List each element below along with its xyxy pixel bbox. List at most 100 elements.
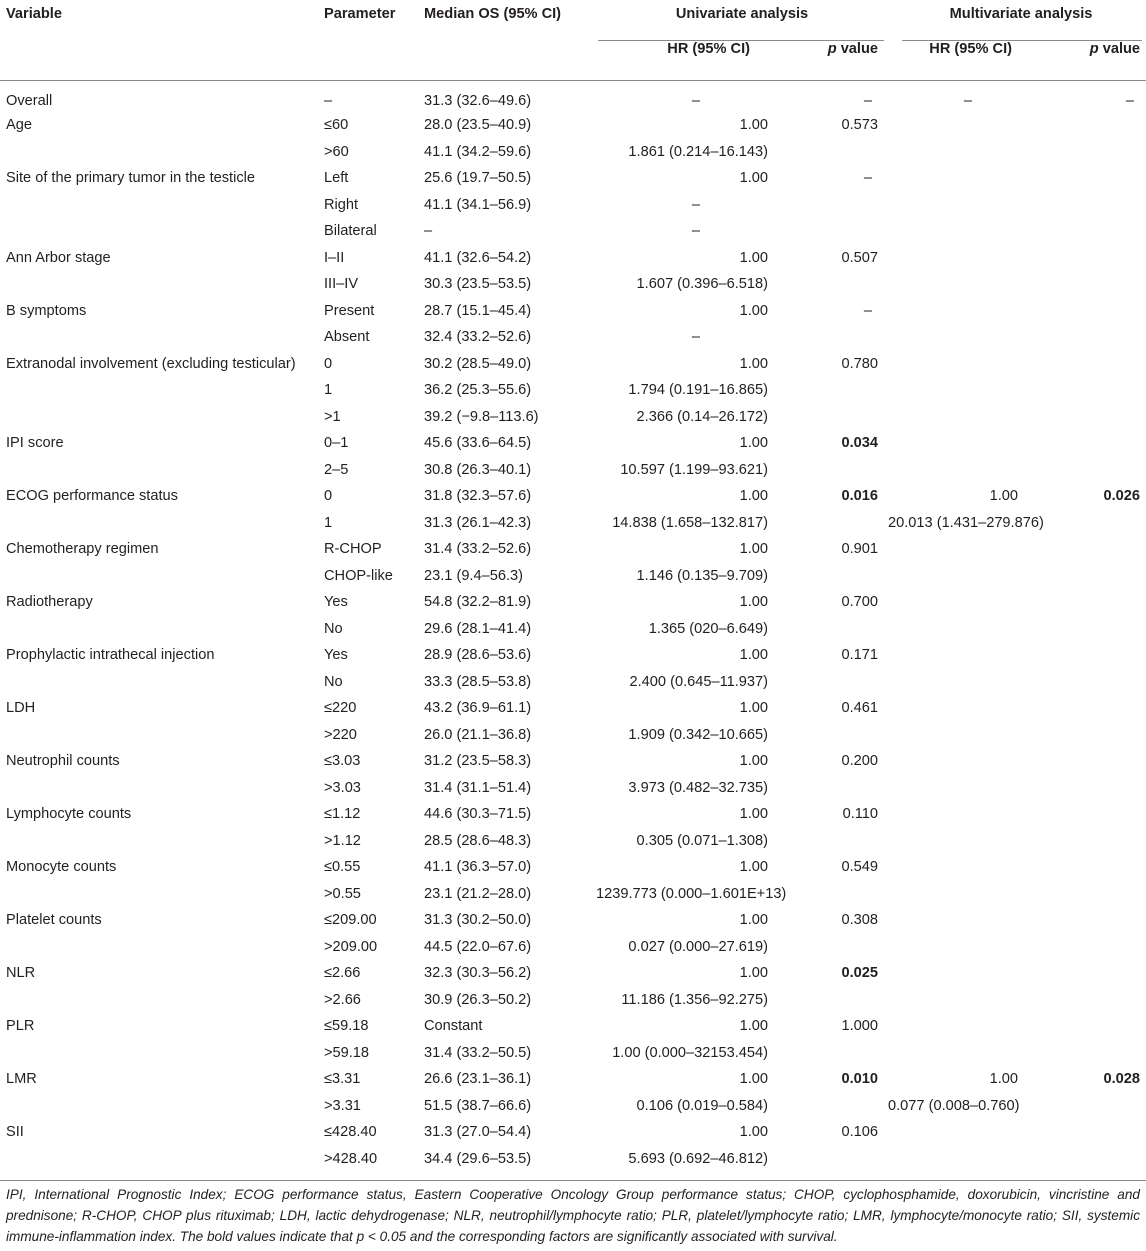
variable-cell: Radiotherapy bbox=[6, 594, 93, 610]
variable-cell bbox=[0, 1146, 320, 1181]
multi-hr-cell bbox=[888, 749, 1048, 776]
multi-hr-cell bbox=[888, 590, 1048, 617]
multi-hr-cell bbox=[888, 537, 1048, 564]
variable-cell: PLR bbox=[6, 1018, 35, 1034]
multi-hr-cell bbox=[888, 166, 1048, 193]
table-footnote: IPI, International Prognostic Index; ECO… bbox=[6, 1187, 1140, 1244]
variable-cell bbox=[0, 829, 320, 856]
uni-p-cell: 0.700 bbox=[841, 594, 879, 610]
variable-cell: Platelet counts bbox=[6, 912, 102, 928]
uni-hr-cell: 1.909 (0.342–10.665) bbox=[628, 726, 768, 743]
variable-cell bbox=[0, 405, 320, 432]
multi-p-cell bbox=[1048, 776, 1146, 803]
variable-cell bbox=[0, 272, 320, 299]
multi-p-cell bbox=[1048, 352, 1146, 379]
p-italic: p bbox=[1089, 41, 1099, 57]
median-os-cell: 23.1 (21.2–28.0) bbox=[424, 885, 532, 902]
multi-p-cell bbox=[1048, 696, 1146, 723]
table-row: >428.40 34.4 (29.6–53.5) 5.693 (0.692–46.8… bbox=[0, 1146, 1146, 1181]
uni-p-cell bbox=[786, 988, 888, 1015]
uni-p-cell bbox=[786, 935, 888, 962]
uni-p-cell bbox=[786, 325, 888, 352]
parameter-cell: >1.12 bbox=[324, 832, 361, 849]
multi-p-cell bbox=[1048, 1041, 1146, 1068]
parameter-cell: ≤220 bbox=[324, 700, 357, 716]
median-os-cell: 29.6 (28.1–41.4) bbox=[424, 620, 532, 637]
multi-hr-cell: 1.00 bbox=[989, 1071, 1019, 1087]
parameter-cell: ≤2.66 bbox=[324, 965, 361, 981]
variable-cell: Extranodal involvement (excluding testic… bbox=[6, 355, 296, 372]
uni-hr-cell: 1.00 bbox=[739, 488, 768, 504]
multi-p-cell bbox=[1048, 140, 1146, 167]
multi-p-cell bbox=[1048, 749, 1146, 776]
parameter-cell: Present bbox=[324, 302, 375, 319]
parameter-cell: ≤209.00 bbox=[324, 912, 377, 928]
header-variable: Variable bbox=[6, 6, 62, 22]
multi-hr-cell bbox=[888, 378, 1048, 405]
multi-hr-cell bbox=[888, 882, 1048, 909]
uni-hr-cell: 11.186 (1.356–92.275) bbox=[621, 991, 768, 1008]
table-row: 2–5 30.8 (26.3–40.1) 10.597 (1.199–93.621) bbox=[0, 458, 1146, 485]
variable-cell bbox=[0, 776, 320, 803]
parameter-cell: ≤1.12 bbox=[324, 806, 361, 822]
multi-hr-cell bbox=[888, 1041, 1048, 1068]
uni-p-cell bbox=[786, 378, 888, 405]
uni-p-cell: – bbox=[863, 170, 873, 186]
uni-hr-cell: 1.861 (0.214–16.143) bbox=[628, 143, 768, 160]
uni-p-cell bbox=[786, 829, 888, 856]
variable-cell bbox=[0, 325, 320, 352]
table-row: Platelet counts ≤209.00 31.3 (30.2–50.0) 1.… bbox=[0, 908, 1146, 935]
multi-p-cell bbox=[1048, 617, 1146, 644]
uni-p-cell bbox=[786, 882, 888, 909]
multi-hr-cell bbox=[888, 643, 1048, 670]
uni-hr-cell: 1.00 bbox=[739, 859, 768, 875]
median-os-cell: 30.8 (26.3–40.1) bbox=[424, 461, 532, 478]
table-row: 1 36.2 (25.3–55.6) 1.794 (0.191–16.865) bbox=[0, 378, 1146, 405]
uni-hr-cell: 1239.773 (0.000–1.601E+13) bbox=[596, 885, 787, 902]
table-row: Prophylactic intrathecal injection Yes 28.… bbox=[0, 643, 1146, 670]
multi-p-cell bbox=[1048, 193, 1146, 220]
uni-hr-cell: 1.365 (020–6.649) bbox=[648, 620, 768, 637]
parameter-cell: >3.03 bbox=[324, 779, 361, 796]
table-row: >60 41.1 (34.2–59.6) 1.861 (0.214–16.143) bbox=[0, 140, 1146, 167]
uni-p-cell: 0.573 bbox=[841, 117, 879, 133]
median-os-cell: 26.0 (21.1–36.8) bbox=[424, 726, 532, 743]
parameter-cell: Right bbox=[324, 196, 359, 213]
uni-p-cell bbox=[786, 670, 888, 697]
median-os-cell: 28.9 (28.6–53.6) bbox=[424, 647, 532, 663]
multi-p-cell bbox=[1048, 378, 1146, 405]
variable-cell bbox=[0, 935, 320, 962]
uni-hr-cell: 3.973 (0.482–32.735) bbox=[628, 779, 768, 796]
multi-p-cell bbox=[1048, 299, 1146, 326]
multi-p-cell bbox=[1048, 723, 1146, 750]
multi-p-cell bbox=[1048, 246, 1146, 273]
header-blank bbox=[420, 36, 596, 81]
multi-p-cell bbox=[1048, 935, 1146, 962]
multi-hr-cell bbox=[888, 723, 1048, 750]
table-row: Age ≤60 28.0 (23.5–40.9) 1.00 0.573 bbox=[0, 113, 1146, 140]
variable-cell bbox=[0, 511, 320, 538]
multi-hr-cell bbox=[888, 246, 1048, 273]
multi-hr-cell bbox=[888, 988, 1048, 1015]
variable-cell: LDH bbox=[6, 700, 36, 716]
multi-hr-cell bbox=[888, 431, 1048, 458]
uni-hr-cell: 1.00 bbox=[739, 912, 768, 928]
multi-hr-cell: 20.013 (1.431–279.876) bbox=[888, 514, 1044, 531]
uni-p-cell: – bbox=[863, 302, 873, 319]
multi-p-cell bbox=[1048, 1014, 1146, 1041]
p-value-suffix: value bbox=[1098, 41, 1141, 57]
uni-hr-cell: 1.00 bbox=[739, 1124, 768, 1140]
variable-cell bbox=[0, 140, 320, 167]
uni-hr-cell: – bbox=[691, 92, 700, 109]
uni-hr-cell: 2.400 (0.645–11.937) bbox=[629, 673, 768, 690]
table-row: Bilateral – – bbox=[0, 219, 1146, 246]
multi-p-cell bbox=[1048, 802, 1146, 829]
header-blank bbox=[0, 36, 320, 81]
multi-p-cell bbox=[1048, 1146, 1146, 1181]
multi-p-cell bbox=[1048, 564, 1146, 591]
uni-p-cell: 0.010 bbox=[841, 1071, 879, 1087]
table-header: Variable Parameter Median OS (95% CI) Un… bbox=[0, 0, 1146, 81]
table-row: >209.00 44.5 (22.0–67.6) 0.027 (0.000–27.6… bbox=[0, 935, 1146, 962]
parameter-cell: >220 bbox=[324, 726, 357, 743]
uni-p-cell: 1.000 bbox=[841, 1018, 879, 1034]
